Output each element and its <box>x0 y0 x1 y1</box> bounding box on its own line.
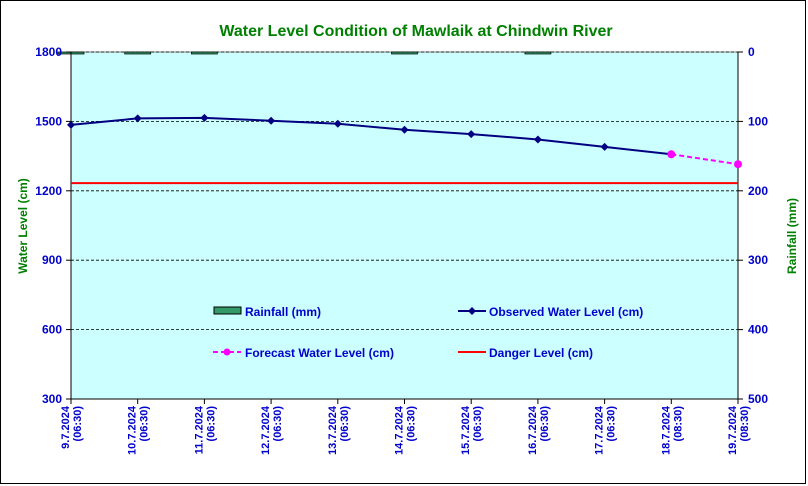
x-tick-label: 11.7.2024 (06:30) <box>193 405 217 454</box>
x-tick-time: (06:30) <box>205 406 217 442</box>
rainfall-bar <box>525 52 551 54</box>
water-level-chart: 300 600 900 1200 1500 1800 0 100 200 300 400 500 9… <box>0 0 808 486</box>
x-tick-date: 10.7.2024 <box>127 405 139 455</box>
x-tick-time: (08:30) <box>739 406 751 442</box>
legend-rainfall-label: Rainfall (mm) <box>245 305 321 319</box>
left-tick-labels: 300 600 900 1200 1500 1800 <box>35 45 71 406</box>
right-tick-labels: 0 100 200 300 400 500 <box>738 45 768 406</box>
legend-rainfall-swatch <box>214 307 241 314</box>
y-right-tick-label: 0 <box>748 45 755 59</box>
x-tick-label: 18.7.2024 (08:30) <box>660 405 684 455</box>
x-tick-date: 18.7.2024 <box>660 405 672 455</box>
y-left-tick-label: 1800 <box>35 45 62 59</box>
x-tick-time: (06:30) <box>339 406 351 442</box>
y-right-tick-label: 300 <box>748 253 768 267</box>
y-axis-left-label: Water Level (cm) <box>16 178 30 274</box>
legend-forecast-label: Forecast Water Level (cm) <box>245 346 394 360</box>
x-tick-label: 14.7.2024 (06:30) <box>394 405 418 455</box>
plot-area <box>71 52 738 399</box>
x-tick-date: 14.7.2024 <box>394 405 406 455</box>
x-tick-time: (06:30) <box>472 406 484 442</box>
x-tick-label: 15.7.2024 (06:30) <box>460 405 484 455</box>
x-tick-date: 11.7.2024 <box>193 405 205 454</box>
x-tick-label: 12.7.2024 (06:30) <box>260 405 284 455</box>
x-tick-date: 9.7.2024 <box>60 405 72 449</box>
x-tick-date: 15.7.2024 <box>460 405 472 455</box>
x-tick-label: 16.7.2024 (06:30) <box>527 405 551 455</box>
x-tick-time: (06:30) <box>606 406 618 442</box>
x-tick-time: (06:30) <box>406 406 418 442</box>
rainfall-bar <box>392 52 418 54</box>
x-tick-label: 13.7.2024 (06:30) <box>327 405 351 455</box>
chart-title: Water Level Condition of Mawlaik at Chin… <box>219 23 612 40</box>
x-tick-label: 17.7.2024 (06:30) <box>594 405 618 455</box>
legend-danger-label: Danger Level (cm) <box>489 346 593 360</box>
legend-forecast-marker <box>224 349 231 356</box>
x-tick-time: (06:30) <box>72 406 84 442</box>
forecast-point <box>734 160 742 168</box>
y-left-tick-label: 1200 <box>35 184 62 198</box>
x-tick-labels: 9.7.2024 (06:30) 10.7.2024 (06:30) 11.7.2024… <box>60 399 751 455</box>
x-tick-time: (06:30) <box>139 406 151 442</box>
x-tick-label: 19.7.2024 (08:30) <box>727 405 751 455</box>
y-left-tick-label: 900 <box>42 253 62 267</box>
x-tick-date: 12.7.2024 <box>260 405 272 455</box>
y-right-tick-label: 100 <box>748 114 768 128</box>
x-tick-time: (08:30) <box>672 406 684 442</box>
x-tick-date: 17.7.2024 <box>594 405 606 455</box>
x-tick-label: 9.7.2024 (06:30) <box>60 405 84 449</box>
y-left-tick-label: 600 <box>42 323 62 337</box>
x-tick-date: 16.7.2024 <box>527 405 539 455</box>
y-axis-right-label: Rainfall (mm) <box>785 198 799 274</box>
forecast-point <box>667 150 675 158</box>
x-tick-date: 13.7.2024 <box>327 405 339 455</box>
legend-observed-label: Observed Water Level (cm) <box>489 305 643 319</box>
x-tick-date: 19.7.2024 <box>727 405 739 455</box>
y-right-tick-label: 500 <box>748 392 768 406</box>
x-tick-label: 10.7.2024 (06:30) <box>127 405 151 455</box>
y-right-tick-label: 400 <box>748 323 768 337</box>
rainfall-bar <box>125 52 151 54</box>
rainfall-bar <box>191 52 217 54</box>
y-right-tick-label: 200 <box>748 184 768 198</box>
x-tick-time: (06:30) <box>539 406 551 442</box>
y-left-tick-label: 300 <box>42 392 62 406</box>
y-left-tick-label: 1500 <box>35 114 62 128</box>
x-tick-time: (06:30) <box>272 406 284 442</box>
